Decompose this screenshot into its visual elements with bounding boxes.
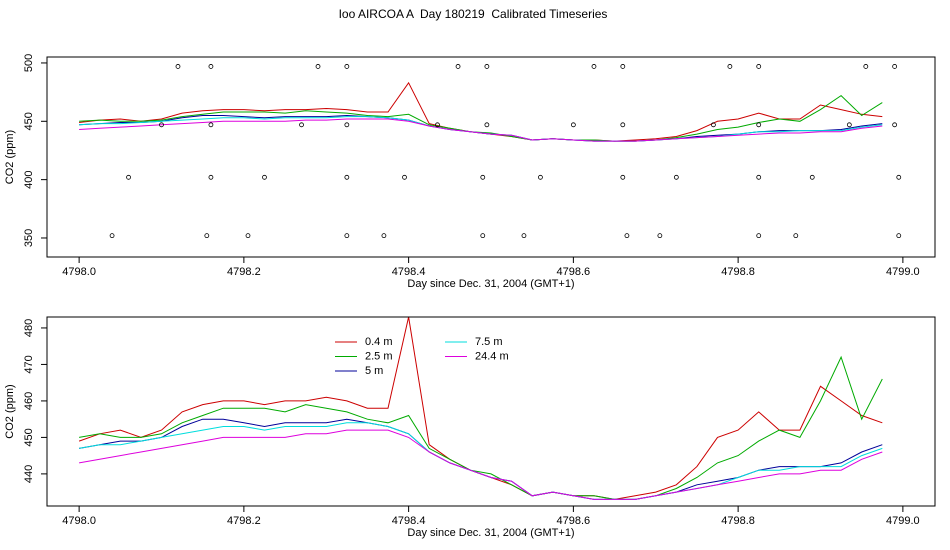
- x-tick-label: 4798.6: [557, 515, 591, 527]
- point: [591, 64, 597, 69]
- point: [863, 64, 869, 69]
- series-line: [79, 118, 883, 142]
- point: [435, 122, 440, 128]
- point: [892, 64, 898, 69]
- series-line: [79, 422, 883, 500]
- legend-label: 24.4 m: [475, 350, 509, 362]
- point: [204, 233, 210, 239]
- point: [175, 64, 181, 69]
- point: [657, 233, 663, 239]
- point: [299, 122, 304, 128]
- y-tick-label: 450: [23, 428, 35, 446]
- series-line: [79, 418, 883, 500]
- point: [620, 174, 626, 180]
- plot-frame: [46, 56, 936, 258]
- x-tick-label: 4798.6: [557, 266, 591, 278]
- point: [344, 64, 350, 69]
- legend-label: 2.5 m: [365, 350, 393, 362]
- point: [570, 122, 576, 128]
- point: [484, 122, 490, 128]
- point: [455, 64, 461, 69]
- y-tick-label: 440: [23, 465, 35, 483]
- point: [711, 122, 716, 128]
- legend-label: 0.4 m: [365, 336, 393, 348]
- y-tick-label: 460: [23, 392, 35, 410]
- y-tick-label: 350: [23, 229, 35, 247]
- point: [402, 174, 407, 180]
- series-line: [79, 355, 883, 500]
- point: [846, 122, 852, 128]
- point: [480, 233, 486, 239]
- point: [159, 122, 164, 128]
- y-tick-label: 470: [23, 355, 35, 373]
- point: [109, 233, 115, 239]
- point: [809, 174, 815, 180]
- x-axis-label: Day since Dec. 31, 2004 (GMT+1): [407, 527, 574, 539]
- legend-label: 5 m: [365, 365, 383, 377]
- y-tick-label: 400: [23, 170, 35, 188]
- x-tick-label: 4798.4: [392, 266, 426, 278]
- y-axis-label: CO2 (ppm): [4, 384, 16, 438]
- point: [344, 174, 350, 180]
- series-line: [79, 94, 883, 142]
- point: [756, 233, 762, 239]
- series-line: [79, 429, 883, 500]
- point: [538, 174, 543, 180]
- y-tick-label: 450: [23, 112, 35, 130]
- y-tick-label: 500: [23, 54, 35, 72]
- x-axis-label: Day since Dec. 31, 2004 (GMT+1): [407, 278, 574, 290]
- plot-frame: [46, 316, 936, 507]
- point: [620, 122, 626, 128]
- legend-label: 7.5 m: [475, 336, 503, 348]
- x-tick-label: 4798.8: [721, 266, 755, 278]
- point: [892, 122, 898, 128]
- point: [262, 174, 267, 180]
- point: [344, 233, 350, 239]
- point: [208, 64, 214, 69]
- point: [756, 64, 762, 69]
- point: [245, 233, 251, 239]
- x-tick-label: 4798.2: [227, 266, 261, 278]
- point: [126, 174, 131, 180]
- x-tick-label: 4798.2: [227, 515, 261, 527]
- point: [480, 174, 486, 180]
- point: [727, 64, 733, 69]
- x-tick-label: 4799.0: [886, 515, 920, 527]
- point: [896, 174, 902, 180]
- point: [208, 122, 214, 128]
- point: [484, 64, 490, 69]
- point: [315, 64, 321, 69]
- x-tick-label: 4798.0: [62, 515, 96, 527]
- point: [793, 233, 799, 239]
- x-tick-label: 4798.8: [721, 515, 755, 527]
- series-line: [79, 116, 883, 142]
- point: [344, 122, 350, 128]
- x-tick-label: 4799.0: [886, 266, 920, 278]
- point: [896, 233, 902, 239]
- y-tick-label: 480: [23, 319, 35, 337]
- y-axis-label: CO2 (ppm): [4, 130, 16, 184]
- x-tick-label: 4798.4: [392, 515, 426, 527]
- point: [381, 233, 387, 239]
- point: [208, 174, 214, 180]
- chart-title: Ioo AIRCOA A Day 180219 Calibrated Times…: [339, 7, 608, 21]
- point: [673, 174, 679, 180]
- point: [521, 233, 527, 239]
- x-tick-label: 4798.0: [62, 266, 96, 278]
- point: [756, 122, 762, 128]
- point: [620, 64, 626, 69]
- point: [756, 174, 762, 180]
- point: [624, 233, 630, 239]
